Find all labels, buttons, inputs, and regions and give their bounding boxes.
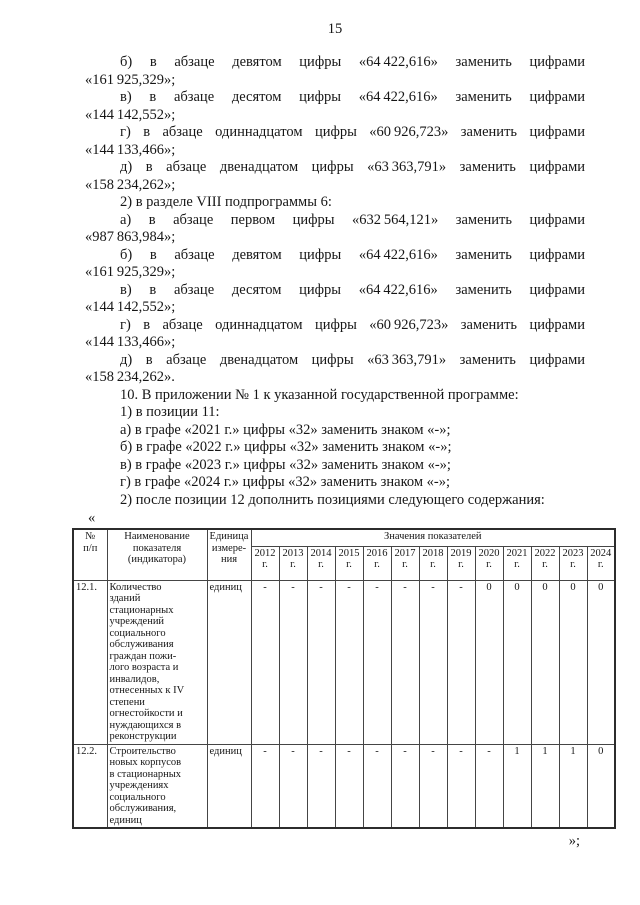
body-line: г) в абзаце одиннадцатом цифры «60 926,7… xyxy=(120,316,585,333)
year-header-cell: 2015 г. xyxy=(334,545,364,581)
value-cell: - xyxy=(446,579,476,745)
body-line: б) в абзаце девятом цифры «64 422,616» з… xyxy=(120,54,585,70)
body-line: «144 133,466»; xyxy=(85,334,176,350)
body-line: в) в абзаце десятом цифры «64 422,616» з… xyxy=(120,281,585,298)
body-line: «144 142,552»; xyxy=(85,299,176,315)
year-header-cell: 2017 г. xyxy=(390,545,420,581)
table-row: 12.2. Строительство новых корпусов в стац… xyxy=(72,743,616,829)
body-line: 10. В приложении № 1 к указанной государ… xyxy=(120,386,519,403)
year-header-cell: 2021 г. xyxy=(502,545,532,581)
col-header-num: № п/п xyxy=(72,528,108,581)
year-header-cell: 2020 г. xyxy=(474,545,504,581)
year-header-cell: 2019 г. xyxy=(446,545,476,581)
value-cell: - xyxy=(390,743,420,829)
page-number: 15 xyxy=(327,21,343,37)
table-header-row-1: № п/п Наименование показателя (индикатор… xyxy=(72,528,616,581)
row-unit-cell: единиц xyxy=(206,743,252,829)
value-cell: - xyxy=(446,743,476,829)
value-cell: - xyxy=(362,579,392,745)
body-line: «161 925,329»; xyxy=(85,71,176,88)
value-cell: - xyxy=(334,579,364,745)
year-header-cell: 2024 г. xyxy=(586,545,616,581)
row-name-cell: Строительство новых корпусов в стационар… xyxy=(106,743,208,829)
table-header-row-2: 2012 г. 2013 г. 2014 г. 2015 г. 2016 г. 2017 … xyxy=(73,545,616,581)
body-line: д) в абзаце двенадцатом цифры «63 363,79… xyxy=(120,159,585,175)
col-header-unit: Единица измере- ния xyxy=(206,528,252,581)
body-line: д) в абзаце двенадцатом цифры «63 363,79… xyxy=(120,351,585,368)
body-line: 2) в разделе VIII подпрограммы 6: xyxy=(120,194,332,210)
indicators-table: № п/п Наименование показателя (индикатор… xyxy=(72,528,617,829)
body-line: а) в графе «2021 г.» цифры «32» заменить… xyxy=(120,421,451,438)
body-line: «158 234,262»; xyxy=(85,176,176,193)
year-header-cell: 2018 г. xyxy=(418,545,448,581)
table-close-quote: »; xyxy=(568,833,580,849)
body-line: г) в графе «2024 г.» цифры «32» заменить… xyxy=(120,474,451,490)
body-line: б) в абзаце девятом цифры «64 422,616» з… xyxy=(120,246,585,263)
body-line: в) в графе «2023 г.» цифры «32» заменить… xyxy=(120,456,451,473)
value-cell: 0 xyxy=(586,579,616,745)
body-line: «144 133,466»; xyxy=(85,141,176,158)
value-cell: - xyxy=(390,579,420,745)
body-line: «144 142,552»; xyxy=(85,106,176,123)
value-cell: 1 xyxy=(502,743,532,829)
year-header-cell: 2016 г. xyxy=(362,545,392,581)
year-header-cell: 2014 г. xyxy=(306,545,336,581)
body-line: г) в абзаце одиннадцатом цифры «60 926,7… xyxy=(120,124,585,140)
row-name-cell: Количество зданий стационарных учреждени… xyxy=(106,579,208,745)
body-line: а) в абзаце первом цифры «632 564,121» з… xyxy=(120,211,585,228)
table-row: 12.1. Количество зданий стационарных учре… xyxy=(72,579,616,745)
body-line: «987 863,984»; xyxy=(85,229,176,245)
value-cell: - xyxy=(474,743,504,829)
value-cell: 0 xyxy=(474,579,504,745)
value-cell: - xyxy=(306,579,336,745)
value-cell: 0 xyxy=(558,579,588,745)
body-line: в) в абзаце десятом цифры «64 422,616» з… xyxy=(120,89,585,105)
value-cell: - xyxy=(250,743,280,829)
value-cell: - xyxy=(362,743,392,829)
value-cell: - xyxy=(418,579,448,745)
value-cell: - xyxy=(278,579,308,745)
value-cell: 1 xyxy=(530,743,560,829)
col-header-name: Наименование показателя (индикатора) xyxy=(106,528,208,581)
body-text: б) в абзаце девятом цифры «64 422,616» з… xyxy=(85,54,585,509)
year-header-cell: 2013 г. xyxy=(278,545,308,581)
row-num-cell: 12.1. xyxy=(72,579,108,745)
body-line: 2) после позиции 12 дополнить позициями … xyxy=(120,491,545,508)
value-cell: - xyxy=(418,743,448,829)
value-cell: - xyxy=(278,743,308,829)
body-line: «161 925,329»; xyxy=(85,264,176,280)
value-cell: - xyxy=(306,743,336,829)
value-cell: 0 xyxy=(586,743,616,829)
year-header-cell: 2022 г. xyxy=(530,545,560,581)
col-header-values: Значения показателей xyxy=(250,528,616,547)
row-unit-cell: единиц xyxy=(206,579,252,745)
year-header-cell: 2012 г. xyxy=(250,545,280,581)
year-header-cell: 2023 г. xyxy=(558,545,588,581)
value-cell: - xyxy=(334,743,364,829)
row-num-cell: 12.2. xyxy=(72,743,108,829)
body-line: б) в графе «2022 г.» цифры «32» заменить… xyxy=(120,439,452,455)
value-cell: 0 xyxy=(530,579,560,745)
table-open-quote: « xyxy=(88,510,96,526)
value-cell: 1 xyxy=(558,743,588,829)
value-cell: 0 xyxy=(502,579,532,745)
value-cell: - xyxy=(250,579,280,745)
body-line: «158 234,262». xyxy=(85,369,175,385)
body-line: 1) в позиции 11: xyxy=(120,404,220,420)
